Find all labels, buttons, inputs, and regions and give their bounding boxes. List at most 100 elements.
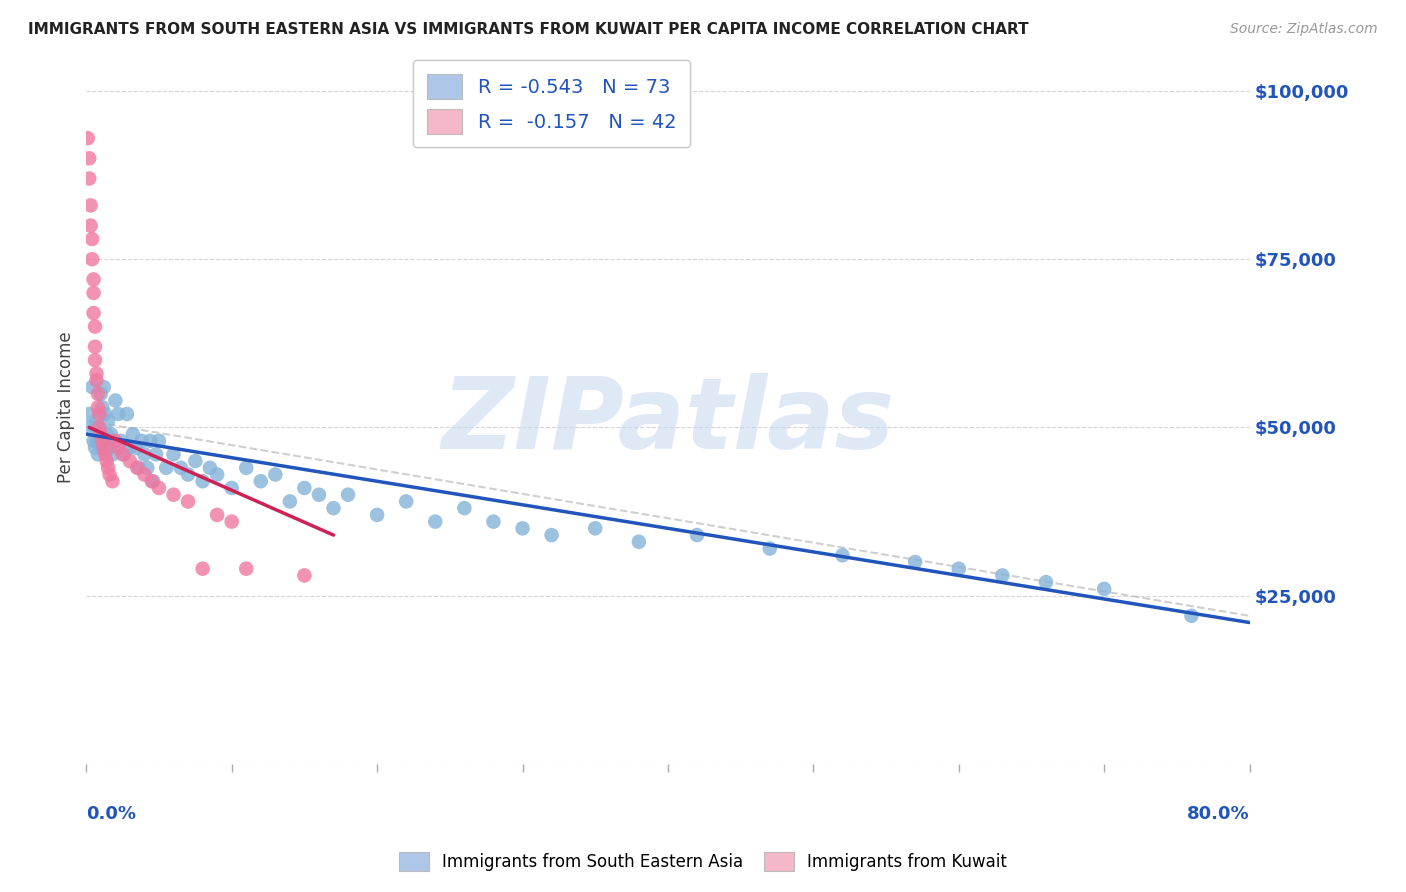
Point [89, 427, 111, 442]
Point [121, 427, 143, 442]
Point [170, 460, 193, 475]
Point [177, 467, 200, 482]
Point [831, 548, 853, 562]
Point [84, 420, 107, 434]
Point [540, 528, 562, 542]
Point [101, 447, 124, 461]
Point [155, 460, 177, 475]
Point [395, 494, 418, 508]
Point [948, 562, 970, 576]
Point [77, 407, 100, 421]
Point [86, 367, 108, 381]
Point [83, 285, 105, 300]
Point [84, 340, 107, 354]
Point [111, 447, 134, 461]
Point [198, 460, 221, 475]
Point [134, 467, 156, 482]
Point [104, 393, 127, 408]
Point [139, 434, 162, 448]
Point [77, 171, 100, 186]
Point [82, 252, 104, 267]
Point [93, 380, 115, 394]
Point [112, 447, 135, 461]
Point [103, 434, 125, 448]
Point [294, 481, 316, 495]
Point [97, 460, 120, 475]
Point [87, 401, 110, 415]
Point [98, 441, 121, 455]
Point [322, 501, 344, 516]
Point [249, 475, 271, 489]
Point [97, 414, 120, 428]
Point [425, 515, 447, 529]
Point [76, 131, 98, 145]
Point [136, 460, 159, 475]
Point [184, 454, 207, 468]
Point [205, 467, 228, 482]
Point [94, 447, 117, 461]
Point [77, 151, 100, 165]
Point [308, 488, 330, 502]
Point [191, 562, 214, 576]
Point [91, 434, 114, 448]
Point [83, 434, 105, 448]
Y-axis label: Per Capita Income: Per Capita Income [58, 332, 75, 483]
Legend: R = -0.543   N = 73, R =  -0.157   N = 42: R = -0.543 N = 73, R = -0.157 N = 42 [413, 61, 690, 147]
Point [86, 414, 108, 428]
Point [79, 219, 101, 233]
Point [221, 481, 243, 495]
Point [125, 441, 148, 455]
Text: ZIPatlas: ZIPatlas [441, 373, 894, 470]
Point [512, 521, 534, 535]
Point [145, 447, 167, 461]
Point [337, 488, 360, 502]
Point [127, 460, 149, 475]
Point [87, 386, 110, 401]
Point [87, 447, 110, 461]
Point [107, 407, 129, 421]
Point [1092, 582, 1115, 596]
Point [90, 441, 112, 455]
Point [90, 386, 112, 401]
Point [904, 555, 927, 569]
Legend: Immigrants from South Eastern Asia, Immigrants from Kuwait: Immigrants from South Eastern Asia, Immi… [391, 843, 1015, 880]
Point [115, 407, 138, 421]
Point [91, 401, 114, 415]
Point [221, 515, 243, 529]
Point [82, 232, 104, 246]
Point [148, 434, 170, 448]
Point [86, 373, 108, 387]
Point [235, 562, 257, 576]
Text: Source: ZipAtlas.com: Source: ZipAtlas.com [1230, 22, 1378, 37]
Point [89, 407, 111, 421]
Point [107, 441, 129, 455]
Point [278, 494, 301, 508]
Point [100, 427, 122, 442]
Point [991, 568, 1014, 582]
Point [79, 420, 101, 434]
Point [104, 434, 127, 448]
Point [94, 407, 117, 421]
Point [86, 434, 108, 448]
Point [118, 441, 141, 455]
Point [141, 475, 163, 489]
Point [84, 441, 107, 455]
Point [96, 427, 118, 442]
Point [134, 447, 156, 461]
Point [686, 528, 709, 542]
Point [482, 515, 505, 529]
Point [89, 420, 111, 434]
Point [148, 481, 170, 495]
Point [205, 508, 228, 522]
Point [98, 467, 121, 482]
Point [177, 494, 200, 508]
Point [191, 475, 214, 489]
Point [101, 475, 124, 489]
Point [453, 501, 475, 516]
Point [96, 454, 118, 468]
Point [82, 380, 104, 394]
Text: IMMIGRANTS FROM SOUTH EASTERN ASIA VS IMMIGRANTS FROM KUWAIT PER CAPITA INCOME C: IMMIGRANTS FROM SOUTH EASTERN ASIA VS IM… [28, 22, 1029, 37]
Point [294, 568, 316, 582]
Point [131, 434, 153, 448]
Point [162, 447, 184, 461]
